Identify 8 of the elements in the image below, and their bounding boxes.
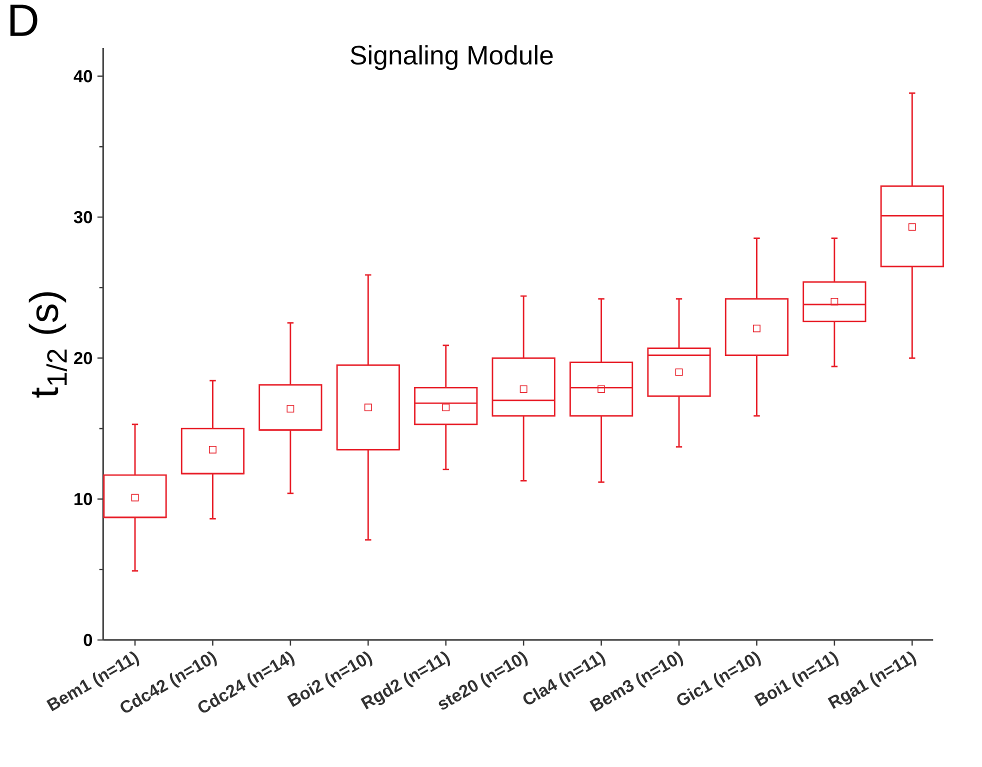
text: D (10, 4, 38, 36)
y-tick-label: 30 (74, 210, 92, 224)
y-tick-label: 10 (74, 492, 92, 506)
chart-title: Signaling Module (350, 45, 553, 70)
y-tick-label: 0 (84, 634, 92, 646)
y-tick-label: 20 (74, 352, 92, 364)
y-axis-title: t$_{1/2}$ (s) (28, 292, 67, 398)
y-tick-label: 40 (74, 70, 92, 82)
